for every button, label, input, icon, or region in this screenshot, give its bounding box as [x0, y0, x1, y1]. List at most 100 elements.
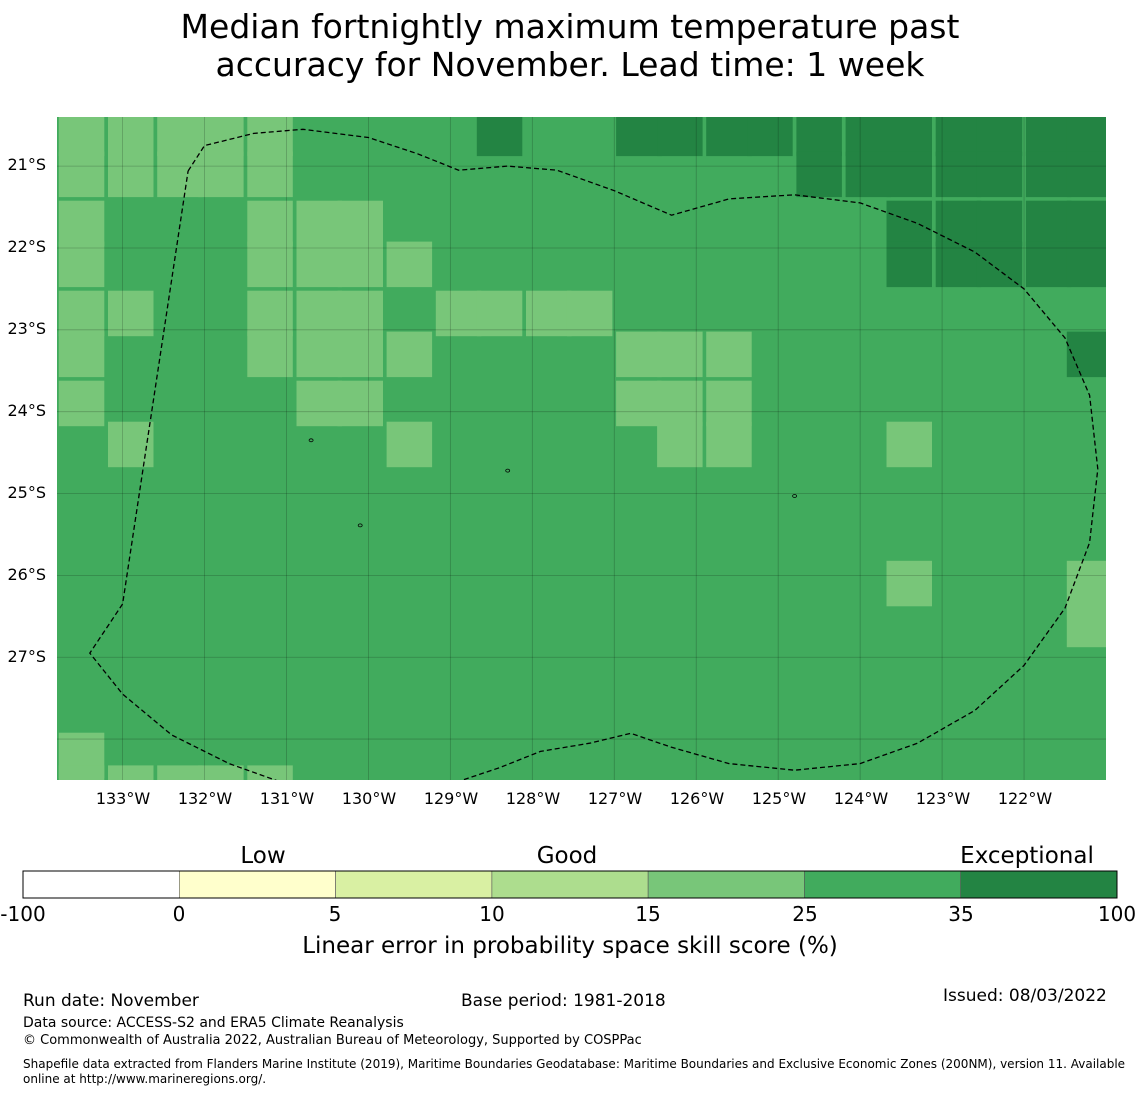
skill-grid-cell [386, 331, 433, 378]
skill-grid-cell [157, 151, 203, 198]
skill-grid-cell [247, 200, 293, 247]
skill-grid-cell [58, 380, 105, 427]
lon-label-132w: 132°W [177, 789, 233, 808]
lon-label-122w: 122°W [997, 789, 1053, 808]
skill-grid-cell [796, 117, 842, 157]
lon-label-124w: 124°W [833, 789, 889, 808]
colorbar-segment [179, 870, 336, 899]
colorbar-segment [960, 870, 1118, 899]
skill-grid-cell [58, 200, 105, 247]
skill-grid-cell [616, 117, 662, 157]
skill-grid-cell [386, 421, 433, 468]
eez-boundary [88, 128, 1099, 780]
skill-grid-cell [476, 117, 523, 157]
skill-grid-cell [108, 421, 154, 468]
skill-grid-cell [337, 200, 383, 247]
skill-grid-cell [337, 331, 383, 378]
skill-grid-cell [976, 117, 1023, 157]
skill-grid-cell [886, 151, 932, 198]
skill-grid-cell [337, 290, 383, 337]
skill-grid-cell [157, 117, 203, 157]
lat-label-24s: 24°S [7, 401, 46, 420]
lon-label-127w: 127°W [587, 789, 643, 808]
lon-label-133w: 133°W [95, 789, 151, 808]
colorbar-outline [22, 870, 1118, 899]
skill-grid-cell [526, 290, 572, 337]
lon-label-126w: 126°W [669, 789, 725, 808]
skill-grid-cell [108, 765, 154, 780]
skill-grid-cell [337, 380, 383, 427]
skill-grid-cell [58, 765, 105, 780]
map-title-line-1: Median fortnightly maximum temperature p… [180, 7, 960, 46]
skill-grid-cell [845, 117, 892, 157]
skill-grid-cell [706, 117, 752, 157]
legend-tick-minus-100: -100 [0, 902, 46, 926]
skill-grid-cell [247, 117, 293, 157]
skill-grid-cell [935, 200, 982, 247]
skill-grid-cell [386, 241, 433, 288]
skill-grid-cell [976, 241, 1023, 288]
skill-grid-cell [296, 331, 342, 378]
lon-label-128w: 128°W [505, 789, 561, 808]
skill-grid-cell [616, 380, 662, 427]
skill-grid-cell [886, 200, 932, 247]
skill-grid-cell [476, 290, 523, 337]
colorbar-segment [22, 870, 180, 899]
skill-grid-cell [58, 151, 105, 198]
island-outline [792, 494, 797, 498]
skill-grid-cell [337, 241, 383, 288]
skill-grid-cell [616, 331, 662, 378]
skill-grid-cell [108, 151, 154, 198]
skill-grid-cell [247, 765, 293, 780]
legend-tick-15: 15 [635, 902, 661, 926]
skill-grid-cell [1025, 200, 1072, 247]
skill-grid-cell [296, 380, 342, 427]
lon-label-129w: 129°W [423, 789, 479, 808]
shapefile-credit-line-2: online at http://www.marineregions.org/. [23, 1072, 267, 1086]
skill-grid-cell [1066, 560, 1106, 607]
map-title: Median fortnightly maximum temperature p… [0, 8, 1140, 84]
lat-label-27s: 27°S [7, 647, 46, 666]
skill-grid-cell [935, 151, 982, 198]
skill-grid-cell [247, 331, 293, 378]
skill-grid-cell [1066, 331, 1106, 378]
colorbar-segment [647, 870, 805, 899]
skill-grid-cell [886, 421, 932, 468]
skill-grid-cell [1025, 117, 1072, 157]
skill-grid-cell [198, 765, 244, 780]
skill-grid-cell [886, 560, 932, 607]
skill-grid-cell [886, 117, 932, 157]
legend-category-exceptional: Exceptional [960, 843, 1094, 869]
colorbar-segment [491, 870, 649, 899]
skill-grid-cell [886, 241, 932, 288]
colorbar [22, 870, 1118, 899]
base-period: Base period: 1981-2018 [461, 991, 666, 1011]
skill-grid-cell [58, 241, 105, 288]
skill-grid-cell [657, 380, 703, 427]
skill-grid-cell [247, 241, 293, 288]
lat-label-25s: 25°S [7, 483, 46, 502]
skill-grid-cell [296, 200, 342, 247]
data-source: Data source: ACCESS-S2 and ERA5 Climate … [23, 1015, 404, 1031]
skill-grid-cell [247, 290, 293, 337]
skill-grid-cell [976, 151, 1023, 198]
skill-grid-cell [935, 241, 982, 288]
shapefile-credit-line-1: Shapefile data extracted from Flanders M… [23, 1057, 1126, 1071]
lat-label-21s: 21°S [7, 155, 46, 174]
skill-grid-cell [435, 290, 482, 337]
skill-grid-cell [657, 421, 703, 468]
legend-tick-0: 0 [172, 902, 186, 926]
lon-label-131w: 131°W [259, 789, 315, 808]
skill-grid-cell [58, 117, 105, 157]
skill-grid-cell [657, 117, 703, 157]
skill-grid-cell [706, 380, 752, 427]
issued-date: Issued: 08/03/2022 [943, 986, 1107, 1006]
skill-grid-cell [747, 117, 793, 157]
lat-label-26s: 26°S [7, 565, 46, 584]
lon-label-123w: 123°W [915, 789, 971, 808]
legend-category-low: Low [240, 843, 286, 869]
skill-grid-cell [1066, 241, 1106, 288]
skill-grid-cell [108, 117, 154, 157]
lon-label-125w: 125°W [751, 789, 807, 808]
map-title-line-2: accuracy for November. Lead time: 1 week [215, 45, 925, 84]
